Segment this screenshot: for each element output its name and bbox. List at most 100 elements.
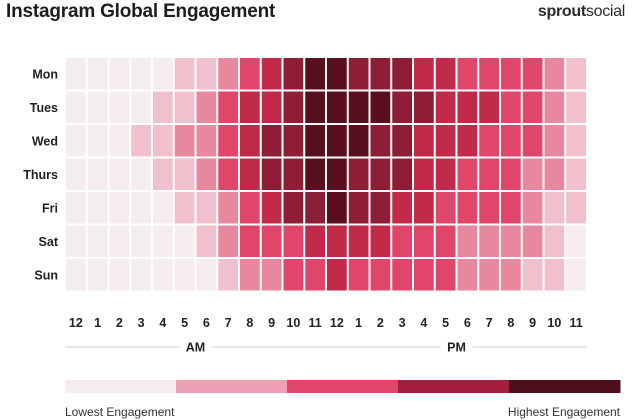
heatmap-cell: [348, 225, 369, 257]
heatmap-cell: [109, 58, 130, 90]
period-label: AM: [186, 341, 205, 355]
hour-label: 7: [486, 316, 493, 330]
heatmap-cell: [240, 58, 260, 90]
heatmap-cell: [283, 259, 304, 291]
heatmap-cell: [348, 158, 369, 190]
heatmap-cell: [392, 225, 412, 257]
day-label: Wed: [32, 134, 58, 148]
heatmap-cell: [218, 91, 238, 123]
hour-label: 2: [116, 316, 123, 330]
hour-label: 12: [330, 316, 344, 330]
heatmap-cell: [131, 91, 151, 123]
heatmap-cell: [283, 192, 304, 224]
heatmap-cell: [283, 125, 304, 157]
heatmap-cell: [131, 158, 151, 190]
heatmap-cell: [283, 91, 304, 123]
heatmap-cell: [348, 125, 369, 157]
heatmap-cell: [87, 125, 108, 157]
heatmap-cell: [240, 125, 260, 157]
heatmap-cell: [414, 158, 434, 190]
heatmap-cell: [196, 225, 217, 257]
heatmap-cell: [435, 58, 456, 90]
heatmap-cell: [109, 192, 130, 224]
heatmap-cell: [479, 225, 499, 257]
heatmap-cell: [109, 225, 130, 257]
heatmap-cell: [261, 125, 282, 157]
heatmap-cell: [327, 158, 347, 190]
heatmap-cell: [348, 259, 369, 291]
heatmap-cell: [174, 158, 195, 190]
heatmap-cell: [196, 158, 217, 190]
hour-label: 10: [547, 316, 561, 330]
heatmap-cell: [218, 58, 238, 90]
heatmap-cell: [348, 192, 369, 224]
heatmap-cell: [196, 58, 217, 90]
heatmap-cell: [153, 192, 173, 224]
heatmap-cell: [392, 192, 412, 224]
heatmap-cell: [435, 192, 456, 224]
heatmap-cell: [457, 259, 478, 291]
heatmap-cell: [66, 91, 86, 123]
heatmap-cell: [305, 225, 325, 257]
day-label: Thurs: [23, 168, 58, 182]
heatmap-cell: [479, 125, 499, 157]
heatmap-cell: [457, 125, 478, 157]
heatmap-cell: [305, 125, 325, 157]
heatmap-cell: [66, 192, 86, 224]
heatmap-cell: [131, 225, 151, 257]
heatmap-cell: [457, 225, 478, 257]
heatmap-cell: [87, 158, 108, 190]
heatmap-cell: [479, 91, 499, 123]
heatmap-cell: [240, 259, 260, 291]
heatmap-cell: [501, 125, 521, 157]
hour-label: 5: [442, 316, 449, 330]
heatmap-cell: [348, 58, 369, 90]
heatmap-cell: [261, 192, 282, 224]
heatmap-cell: [174, 58, 195, 90]
heatmap-cell: [544, 225, 565, 257]
heatmap-cell: [522, 125, 543, 157]
heatmap-cell: [261, 91, 282, 123]
heatmap-cell: [479, 259, 499, 291]
legend-low-label: Lowest Engagement: [65, 405, 175, 419]
heatmap-cell: [305, 91, 325, 123]
brand-logo: sproutsocial: [537, 3, 625, 20]
heatmap-cell: [392, 125, 412, 157]
hour-label: 3: [399, 316, 406, 330]
heatmap-cell: [501, 192, 521, 224]
heatmap-cell: [153, 58, 173, 90]
heatmap-cell: [544, 158, 565, 190]
heatmap-cell: [392, 259, 412, 291]
heatmap-cell: [501, 225, 521, 257]
heatmap-cell: [435, 158, 456, 190]
heatmap-cell: [327, 91, 347, 123]
hour-label: 8: [246, 316, 253, 330]
heatmap-cell: [109, 158, 130, 190]
heatmap-cell: [327, 125, 347, 157]
heatmap-cell: [87, 91, 108, 123]
legend-swatch: [398, 380, 510, 393]
heatmap-cell: [109, 259, 130, 291]
day-label: Fri: [42, 201, 58, 215]
heatmap-cell: [392, 158, 412, 190]
heatmap-cell: [414, 259, 434, 291]
heatmap-cell: [566, 259, 586, 291]
heatmap-cell: [283, 225, 304, 257]
heatmap-cell: [566, 58, 586, 90]
heatmap-cell: [196, 125, 217, 157]
heatmap-cell: [435, 225, 456, 257]
hour-label: 11: [570, 316, 583, 330]
heatmap-cell: [87, 259, 108, 291]
heatmap-cell: [566, 158, 586, 190]
heatmap-cell: [196, 192, 217, 224]
day-label: Mon: [32, 67, 58, 81]
heatmap-cell: [218, 225, 238, 257]
chart-title: Instagram Global Engagement: [6, 1, 276, 22]
hour-label: 9: [529, 316, 536, 330]
heatmap-cell: [153, 91, 173, 123]
heatmap-cell: [109, 91, 130, 123]
heatmap-cell: [414, 91, 434, 123]
heatmap-cell: [566, 192, 586, 224]
heatmap-cell: [131, 192, 151, 224]
